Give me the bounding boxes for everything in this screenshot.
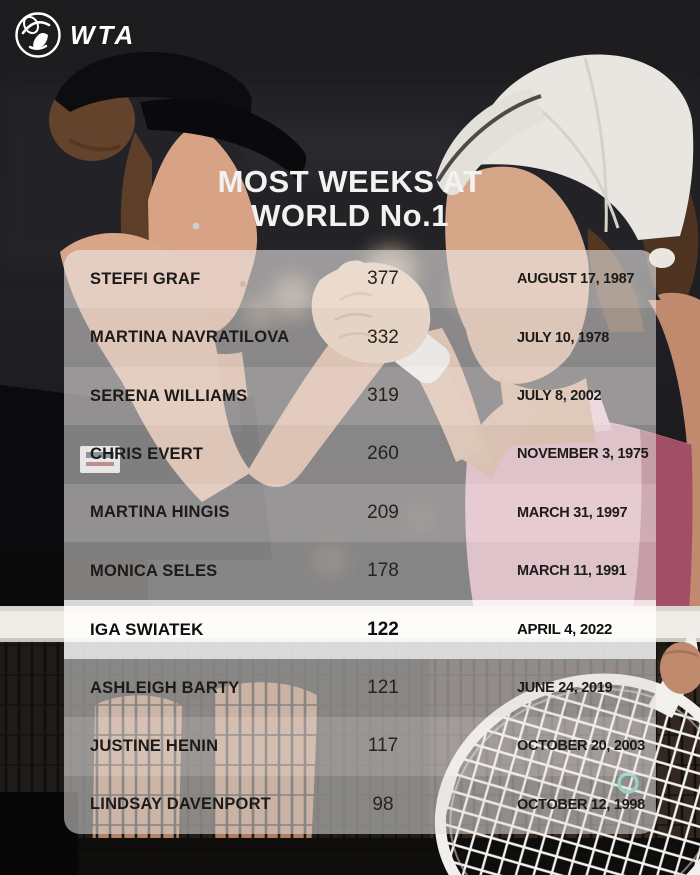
weeks-count: 117: [367, 735, 399, 757]
player-name: IGA SWIATEK: [90, 619, 204, 639]
player-name: ASHLEIGH BARTY: [90, 678, 240, 697]
table-row: LINDSAY DAVENPORT 98 OCTOBER 12, 1998: [64, 775, 656, 834]
date-reached: NOVEMBER 3, 1975: [517, 446, 649, 463]
player-name: SERENA WILLIAMS: [90, 386, 248, 405]
weeks-count: 178: [367, 560, 399, 582]
date-reached: OCTOBER 12, 1998: [517, 796, 645, 813]
player-name: MONICA SELES: [90, 561, 218, 580]
date-reached: MARCH 11, 1991: [517, 563, 627, 580]
weeks-count: 377: [367, 268, 399, 290]
table-row: CHRIS EVERT 260 NOVEMBER 3, 1975: [64, 425, 656, 484]
date-reached: AUGUST 17, 1987: [517, 271, 635, 288]
ranking-table: STEFFI GRAF 377 AUGUST 17, 1987 MARTINA …: [64, 250, 656, 834]
date-reached: JULY 10, 1978: [517, 329, 610, 346]
table-row-highlighted: IGA SWIATEK 122 APRIL 4, 2022: [64, 600, 656, 659]
title-line-1: MOST WEEKS AT: [217, 164, 483, 199]
table-row: ASHLEIGH BARTY 121 JUNE 24, 2019: [64, 658, 656, 718]
date-reached: MARCH 31, 1997: [517, 504, 628, 521]
table-row: MONICA SELES 178 MARCH 11, 1991: [64, 542, 656, 601]
title-line-2: WORLD No.1: [251, 198, 449, 233]
player-name: STEFFI GRAF: [90, 269, 201, 288]
page-title: MOST WEEKS AT WORLD No.1: [0, 165, 700, 233]
table-row: SERENA WILLIAMS 319 JULY 8, 2002: [64, 366, 656, 426]
weeks-count: 98: [372, 793, 394, 815]
player-name: LINDSAY DAVENPORT: [90, 795, 271, 814]
wta-logo-icon: [15, 12, 61, 58]
date-reached: JUNE 24, 2019: [517, 680, 613, 697]
date-reached: APRIL 4, 2022: [517, 621, 613, 639]
weeks-count: 122: [367, 618, 399, 640]
weeks-count: 260: [367, 443, 399, 465]
player-name: JUSTINE HENIN: [90, 736, 219, 755]
table-row: MARTINA NAVRATILOVA 332 JULY 10, 1978: [64, 308, 656, 367]
date-reached: JULY 8, 2002: [517, 388, 602, 405]
wta-logo-wordmark: WTA: [70, 20, 137, 50]
weeks-count: 121: [367, 677, 399, 699]
date-reached: OCTOBER 20, 2003: [517, 738, 645, 755]
weeks-count: 319: [367, 385, 399, 407]
player-name: MARTINA HINGIS: [90, 503, 230, 522]
table-row: STEFFI GRAF 377 AUGUST 17, 1987: [64, 250, 656, 309]
table-row: MARTINA HINGIS 209 MARCH 31, 1997: [64, 483, 656, 543]
player-name: MARTINA NAVRATILOVA: [90, 328, 290, 347]
player-name: CHRIS EVERT: [90, 444, 204, 463]
weeks-count: 209: [367, 501, 399, 523]
wta-logo: WTA: [14, 11, 136, 59]
weeks-count: 332: [367, 326, 399, 348]
table-row: JUSTINE HENIN 117 OCTOBER 20, 2003: [64, 717, 656, 776]
